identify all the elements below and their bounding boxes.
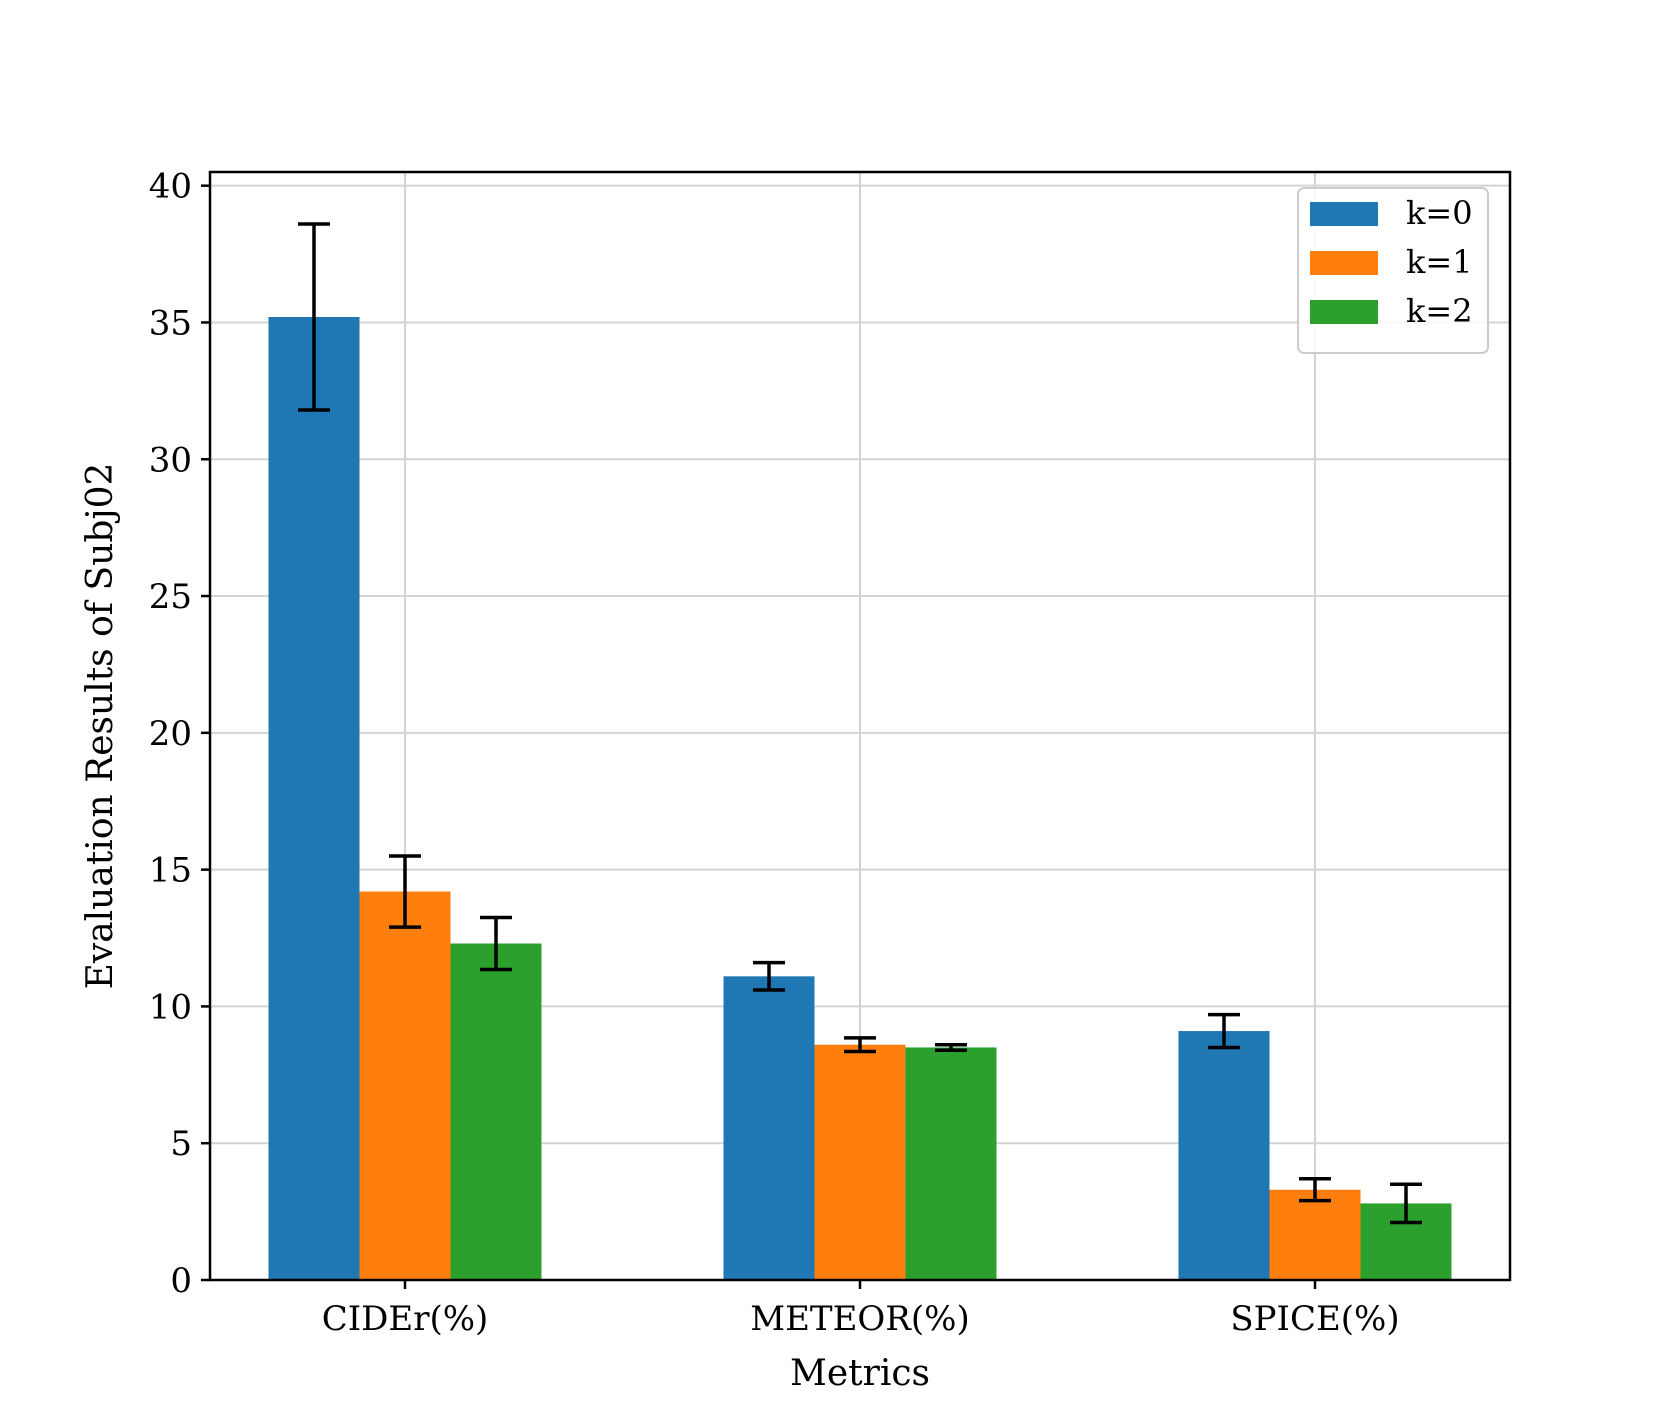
bar-k=1-METEOR(%) (814, 1044, 906, 1280)
bars (268, 316, 1452, 1280)
error-bars (298, 222, 1422, 1225)
legend-swatch-k=2 (1310, 300, 1378, 324)
y-tick-label: 0 (170, 1261, 192, 1301)
bar-k=0-METEOR(%) (723, 976, 815, 1280)
y-axis-ticks: 0 5 10 15 20 25 30 35 40 (149, 167, 210, 1301)
legend: k=0 k=1 k=2 (1297, 187, 1489, 354)
y-tick-label: 35 (149, 303, 192, 343)
y-tick-label: 20 (149, 714, 192, 754)
bar-k=2-CIDEr(%) (450, 943, 542, 1280)
y-tick-label: 30 (149, 440, 192, 480)
x-axis-ticks: CIDEr(%) METEOR(%) SPICE(%) (322, 1280, 1400, 1339)
legend-swatch-k=1 (1310, 251, 1378, 275)
legend-swatch-k=0 (1310, 202, 1378, 226)
bar-k=1-SPICE(%) (1269, 1189, 1361, 1280)
legend-label-k=2: k=2 (1406, 292, 1473, 330)
bar-k=0-SPICE(%) (1178, 1031, 1270, 1280)
x-tick-label: CIDEr(%) (322, 1299, 489, 1339)
y-tick-label: 10 (149, 987, 192, 1027)
bar-k=1-CIDEr(%) (359, 891, 451, 1280)
legend-label-k=0: k=0 (1406, 194, 1473, 232)
y-tick-label: 25 (149, 577, 192, 617)
bar-k=0-CIDEr(%) (268, 316, 360, 1280)
y-tick-label: 40 (149, 167, 192, 207)
y-tick-label: 5 (170, 1124, 192, 1164)
y-axis-label: Evaluation Results of Subj02 (80, 463, 121, 990)
x-axis-label: Metrics (790, 1353, 930, 1394)
bar-k=2-METEOR(%) (905, 1047, 997, 1280)
x-tick-label: METEOR(%) (750, 1299, 969, 1339)
x-tick-label: SPICE(%) (1230, 1299, 1399, 1339)
y-tick-label: 15 (149, 851, 192, 891)
legend-label-k=1: k=1 (1406, 243, 1473, 281)
